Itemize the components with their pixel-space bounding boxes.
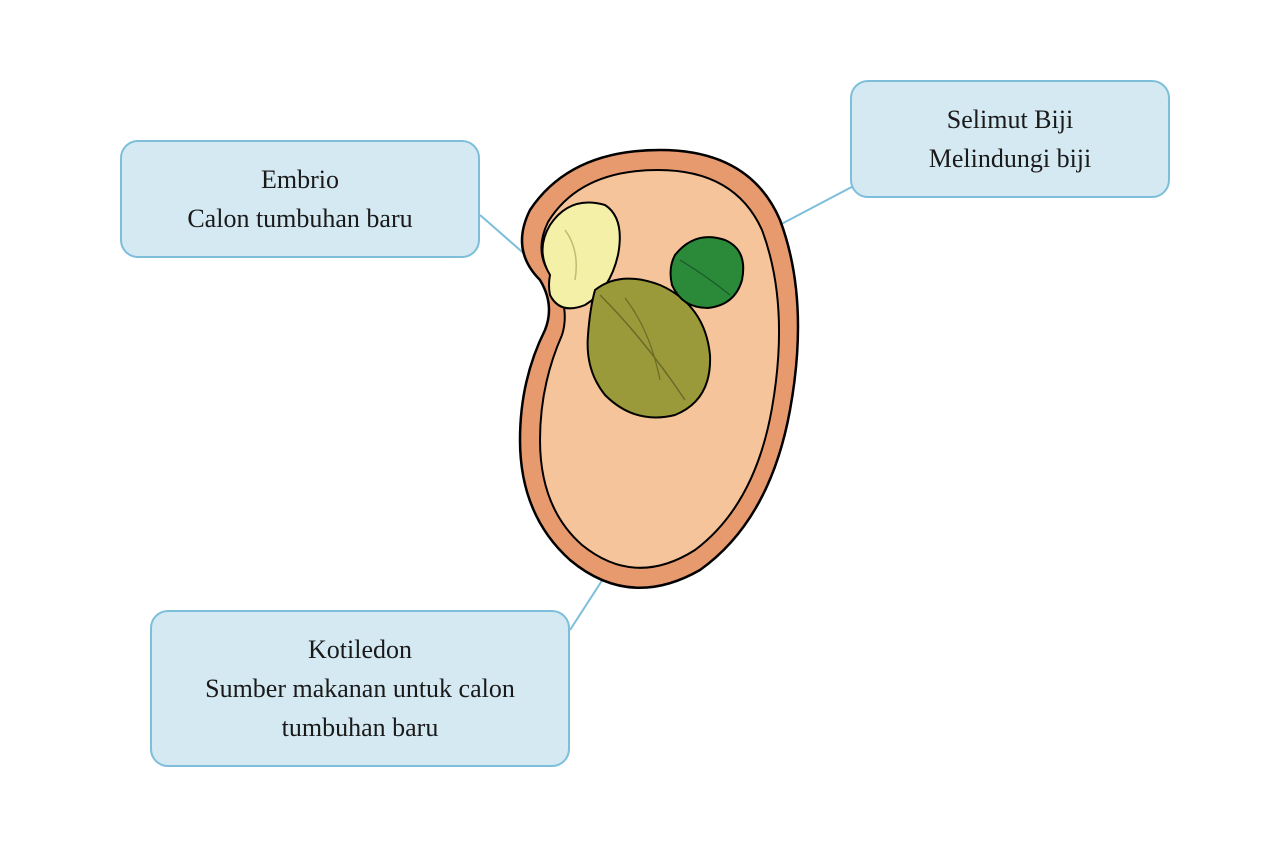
leaf-shape [671,237,744,308]
label-selimut-title: Selimut Biji [880,100,1140,139]
label-embrio-title: Embrio [150,160,450,199]
label-kotiledon: Kotiledon Sumber makanan untuk calon tum… [150,610,570,767]
label-embrio-desc: Calon tumbuhan baru [150,199,450,238]
seed-diagram: Embrio Calon tumbuhan baru Selimut Biji … [0,0,1280,853]
label-kotiledon-title: Kotiledon [180,630,540,669]
seed-illustration [450,130,830,610]
label-selimut-desc: Melindungi biji [880,139,1140,178]
label-kotiledon-desc: Sumber makanan untuk calon tumbuhan baru [180,669,540,747]
label-embrio: Embrio Calon tumbuhan baru [120,140,480,258]
label-selimut: Selimut Biji Melindungi biji [850,80,1170,198]
